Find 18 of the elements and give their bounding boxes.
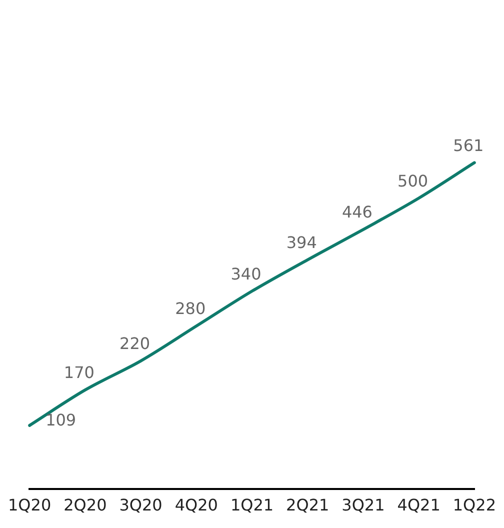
data-label: 220 [120,334,150,354]
x-tick-label: 2Q21 [286,496,330,515]
data-label: 394 [286,232,317,252]
data-label: 170 [64,363,94,382]
x-tick-label: 1Q20 [8,496,52,515]
x-tick-label: 1Q21 [230,496,274,515]
data-label: 446 [342,202,372,222]
x-tick-label: 4Q21 [397,496,440,515]
x-tick-label: 3Q21 [342,496,385,515]
x-tick-label: 2Q20 [64,496,107,515]
data-label: 280 [175,299,206,318]
x-tick-label: 1Q22 [452,496,496,515]
data-label: 340 [230,264,262,284]
data-label: 109 [46,410,76,430]
data-label: 561 [453,136,484,155]
data-label: 500 [398,171,428,190]
x-tick-label: 3Q20 [119,496,162,515]
x-tick-label: 4Q20 [174,496,218,515]
